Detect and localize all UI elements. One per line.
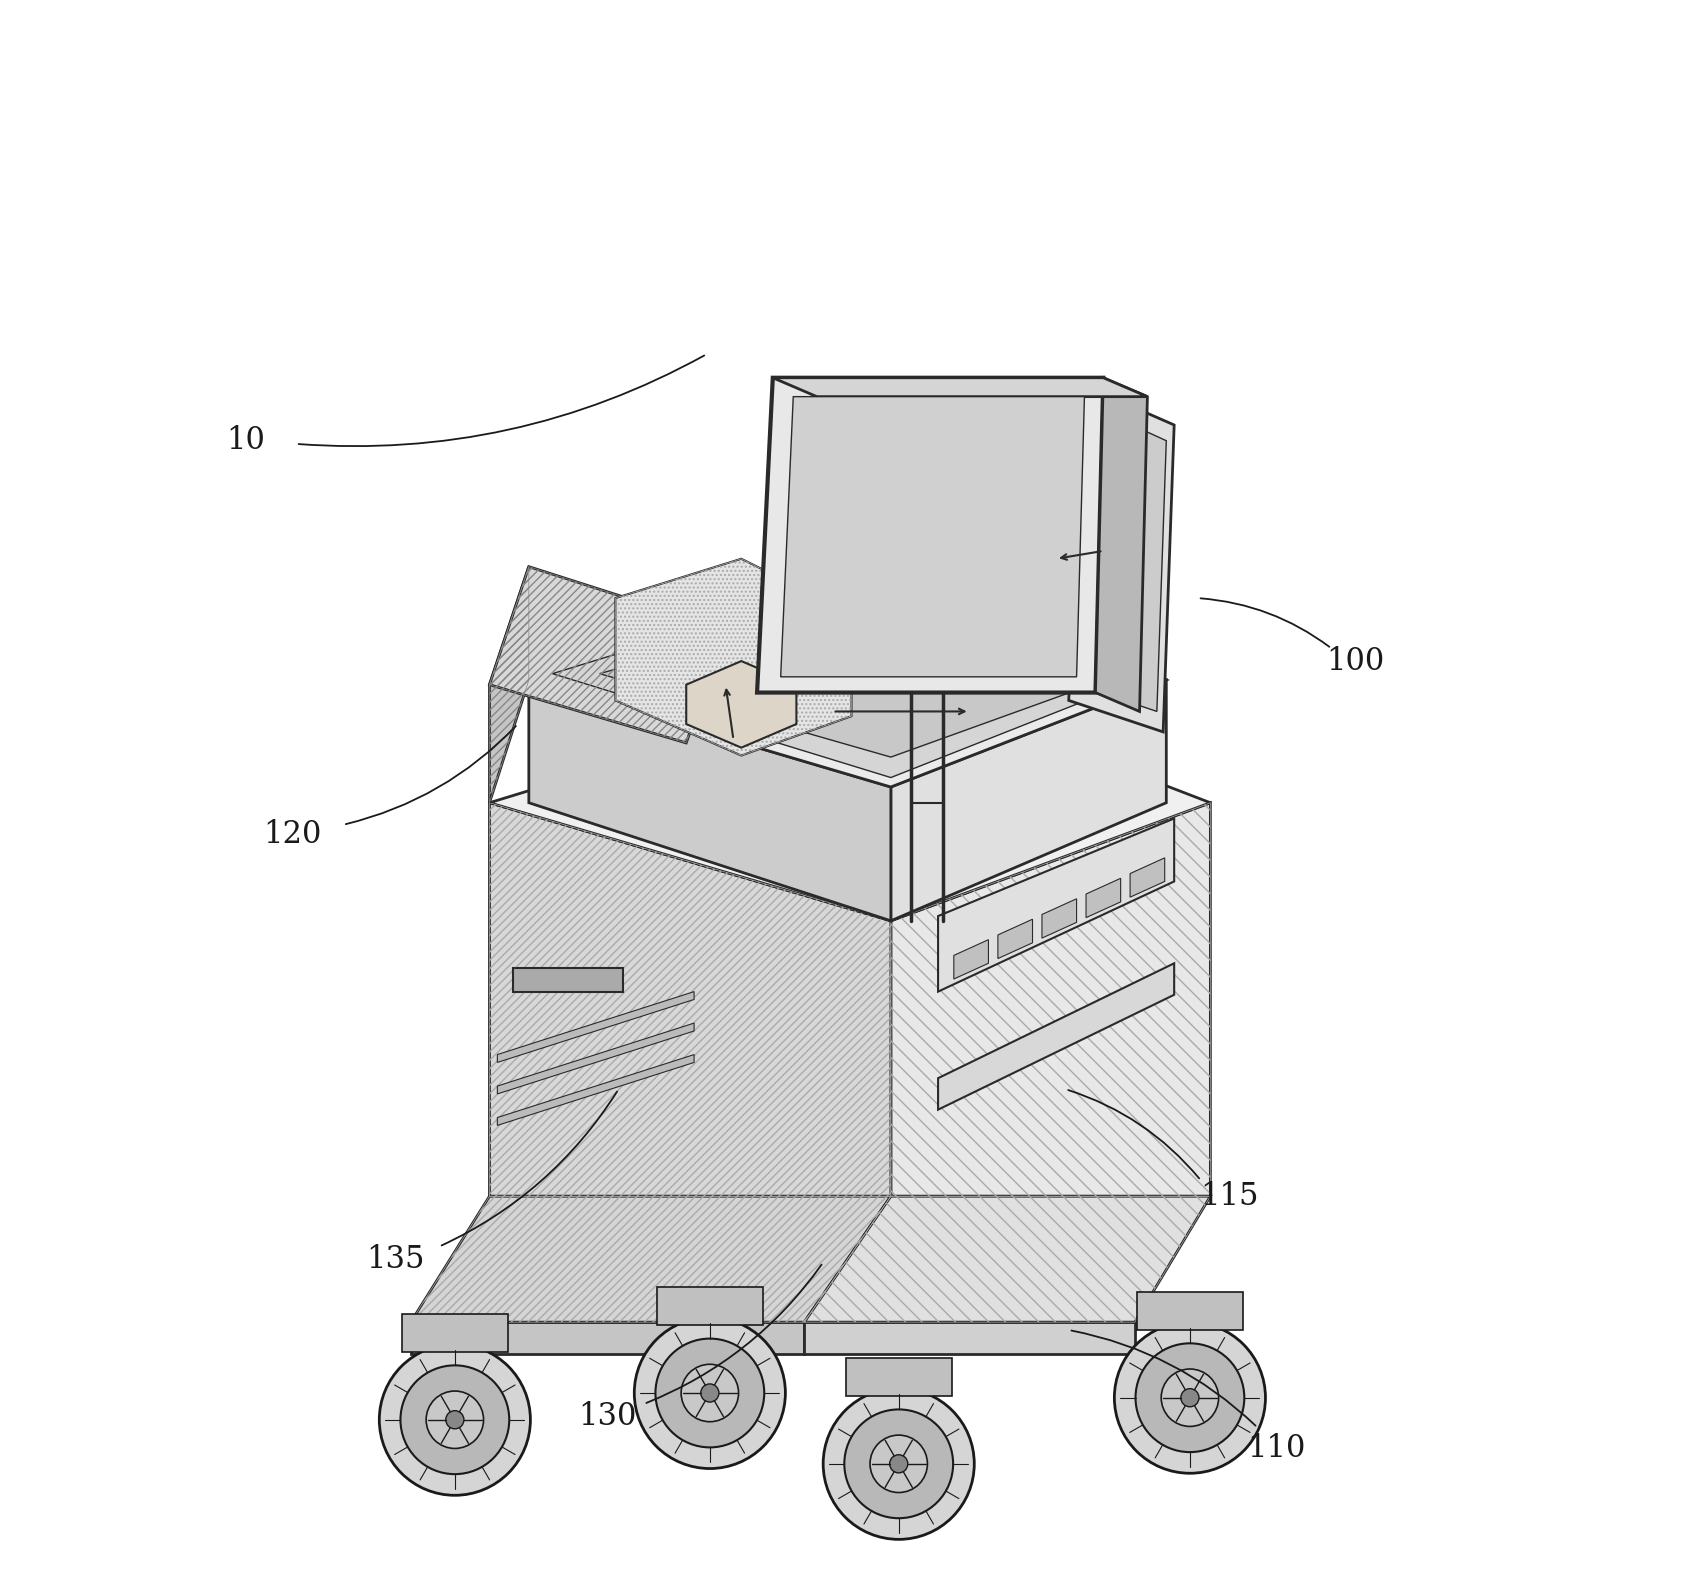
Polygon shape: [1087, 878, 1121, 918]
Circle shape: [1180, 1388, 1199, 1407]
Polygon shape: [489, 803, 891, 1196]
Polygon shape: [615, 559, 852, 756]
Circle shape: [656, 1338, 765, 1448]
Polygon shape: [489, 567, 725, 743]
Text: 110: 110: [1247, 1432, 1306, 1464]
Polygon shape: [497, 992, 695, 1062]
Polygon shape: [1131, 858, 1165, 897]
Text: 130: 130: [579, 1401, 637, 1432]
Polygon shape: [686, 661, 797, 748]
Polygon shape: [410, 1196, 891, 1322]
Circle shape: [1161, 1369, 1219, 1426]
Polygon shape: [938, 963, 1173, 1110]
Polygon shape: [938, 818, 1173, 992]
Polygon shape: [998, 919, 1032, 959]
Circle shape: [380, 1344, 530, 1495]
Polygon shape: [599, 590, 1122, 757]
Polygon shape: [1042, 899, 1076, 938]
Polygon shape: [780, 397, 1085, 677]
Polygon shape: [513, 968, 623, 992]
Polygon shape: [1138, 1292, 1243, 1330]
Circle shape: [870, 1435, 928, 1492]
Polygon shape: [530, 680, 891, 921]
Polygon shape: [804, 1196, 1211, 1322]
Polygon shape: [846, 1358, 952, 1396]
Polygon shape: [1069, 386, 1173, 732]
Polygon shape: [410, 1322, 804, 1354]
Text: 115: 115: [1201, 1180, 1259, 1212]
Polygon shape: [497, 1055, 695, 1125]
Polygon shape: [489, 680, 1211, 921]
Polygon shape: [552, 570, 1153, 778]
Circle shape: [400, 1365, 509, 1475]
Polygon shape: [954, 940, 988, 979]
Polygon shape: [530, 567, 1167, 787]
Circle shape: [845, 1409, 954, 1519]
Polygon shape: [497, 1023, 695, 1094]
Circle shape: [1114, 1322, 1265, 1473]
Polygon shape: [891, 680, 1167, 921]
Polygon shape: [804, 1322, 1134, 1354]
Circle shape: [634, 1317, 785, 1469]
Polygon shape: [1095, 378, 1148, 711]
Text: 120: 120: [264, 818, 322, 850]
Circle shape: [700, 1384, 719, 1402]
Polygon shape: [758, 378, 1104, 693]
Circle shape: [681, 1365, 739, 1421]
Circle shape: [446, 1410, 463, 1429]
Text: 10: 10: [226, 425, 266, 456]
Circle shape: [889, 1454, 908, 1473]
Polygon shape: [657, 1288, 763, 1325]
Polygon shape: [773, 378, 1148, 397]
Polygon shape: [891, 803, 1211, 1196]
Polygon shape: [489, 567, 530, 803]
Polygon shape: [1078, 406, 1167, 711]
Text: 135: 135: [366, 1243, 424, 1275]
Text: 100: 100: [1327, 645, 1385, 677]
Circle shape: [426, 1391, 484, 1448]
Polygon shape: [402, 1314, 507, 1352]
Circle shape: [1136, 1343, 1245, 1453]
Circle shape: [823, 1388, 974, 1539]
